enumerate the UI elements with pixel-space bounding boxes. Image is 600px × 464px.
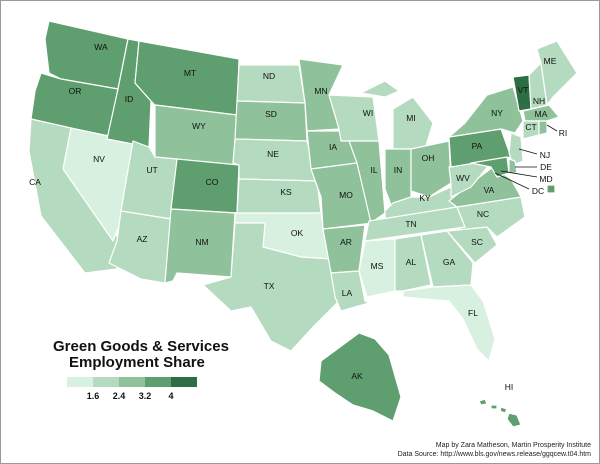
legend-swatch-5 xyxy=(171,377,197,387)
label-mi: MI xyxy=(406,113,415,123)
label-nj: NJ xyxy=(540,150,550,160)
legend-tick-4: 4 xyxy=(168,391,173,401)
legend-tick-3: 3.2 xyxy=(139,391,152,401)
state-ga[interactable] xyxy=(420,230,474,288)
credit-source: Data Source: http://www.bls.gov/news.rel… xyxy=(398,451,592,458)
label-ma: MA xyxy=(535,109,548,119)
state-nj[interactable] xyxy=(508,132,524,166)
label-az: AZ xyxy=(137,234,148,244)
legend-swatch-1 xyxy=(67,377,93,387)
label-ok: OK xyxy=(291,228,304,238)
label-il: IL xyxy=(370,165,377,175)
label-mn: MN xyxy=(314,86,327,96)
label-ut: UT xyxy=(146,165,157,175)
label-nc: NC xyxy=(477,209,489,219)
label-sc: SC xyxy=(471,237,483,247)
state-ks[interactable] xyxy=(236,178,322,214)
label-me: ME xyxy=(544,56,557,66)
label-hi: HI xyxy=(505,382,514,392)
leader-dc xyxy=(494,172,530,190)
label-md: MD xyxy=(539,174,552,184)
label-ky: KY xyxy=(419,193,431,203)
credit-author: Map by Zara Matheson, Martin Prosperity … xyxy=(436,442,591,449)
label-wi: WI xyxy=(363,108,373,118)
label-pa: PA xyxy=(472,141,483,151)
state-hi[interactable] xyxy=(478,398,522,428)
label-mt: MT xyxy=(184,68,196,78)
legend-title-line2: Employment Share xyxy=(69,354,205,371)
label-dc: DC xyxy=(532,186,544,196)
leader-nj xyxy=(518,148,538,155)
label-ms: MS xyxy=(371,261,384,271)
label-tx: TX xyxy=(264,281,275,291)
state-ar[interactable] xyxy=(322,224,366,274)
label-ia: IA xyxy=(329,142,337,152)
label-wa: WA xyxy=(94,42,108,52)
label-nm: NM xyxy=(195,237,208,247)
legend-swatch-2 xyxy=(93,377,119,387)
leader-md xyxy=(500,170,538,178)
legend-tick-2: 2.4 xyxy=(113,391,126,401)
state-ma[interactable] xyxy=(522,104,560,122)
label-nd: ND xyxy=(263,71,275,81)
label-de: DE xyxy=(540,162,552,172)
label-vt: VT xyxy=(518,85,529,95)
state-sd[interactable] xyxy=(234,100,308,142)
label-co: CO xyxy=(206,177,219,187)
state-fl[interactable] xyxy=(402,284,496,362)
label-ne: NE xyxy=(267,149,279,159)
label-va: VA xyxy=(484,185,495,195)
state-il[interactable] xyxy=(348,140,386,224)
state-tx[interactable] xyxy=(202,222,340,352)
label-in: IN xyxy=(394,165,403,175)
state-ms[interactable] xyxy=(358,238,396,298)
label-ny: NY xyxy=(491,108,503,118)
label-wy: WY xyxy=(192,121,206,131)
state-nc[interactable] xyxy=(446,196,526,238)
label-ak: AK xyxy=(351,371,363,381)
label-la: LA xyxy=(342,288,353,298)
label-oh: OH xyxy=(422,153,435,163)
state-dc[interactable] xyxy=(546,184,556,194)
state-mo[interactable] xyxy=(310,162,374,230)
label-sd: SD xyxy=(265,109,277,119)
state-md[interactable] xyxy=(470,156,510,178)
state-me[interactable] xyxy=(536,40,578,106)
state-ne[interactable] xyxy=(232,138,318,182)
label-mo: MO xyxy=(339,190,353,200)
state-ny[interactable] xyxy=(448,86,524,138)
state-wy[interactable] xyxy=(154,104,238,166)
label-nh: NH xyxy=(533,96,545,106)
label-fl: FL xyxy=(468,308,478,318)
label-ri: RI xyxy=(559,128,568,138)
state-oh[interactable] xyxy=(410,140,452,198)
label-nv: NV xyxy=(93,154,105,164)
legend-swatch-3 xyxy=(119,377,145,387)
label-tn: TN xyxy=(405,219,416,229)
legend-swatch-4 xyxy=(145,377,171,387)
legend-title-line1: Green Goods & Services xyxy=(53,338,229,355)
label-al: AL xyxy=(406,257,417,267)
label-ca: CA xyxy=(29,177,41,187)
state-in[interactable] xyxy=(384,148,412,206)
label-or: OR xyxy=(69,86,82,96)
legend-tick-1: 1.6 xyxy=(87,391,100,401)
state-al[interactable] xyxy=(394,234,432,292)
label-ks: KS xyxy=(280,187,292,197)
label-ga: GA xyxy=(443,257,456,267)
label-wv: WV xyxy=(456,173,470,183)
label-ct: CT xyxy=(525,122,536,132)
label-ar: AR xyxy=(340,237,352,247)
label-id: ID xyxy=(125,94,134,104)
state-mi[interactable] xyxy=(360,80,434,150)
leader-ri xyxy=(546,124,558,132)
state-ri[interactable] xyxy=(538,120,548,136)
state-ak[interactable] xyxy=(318,332,402,422)
